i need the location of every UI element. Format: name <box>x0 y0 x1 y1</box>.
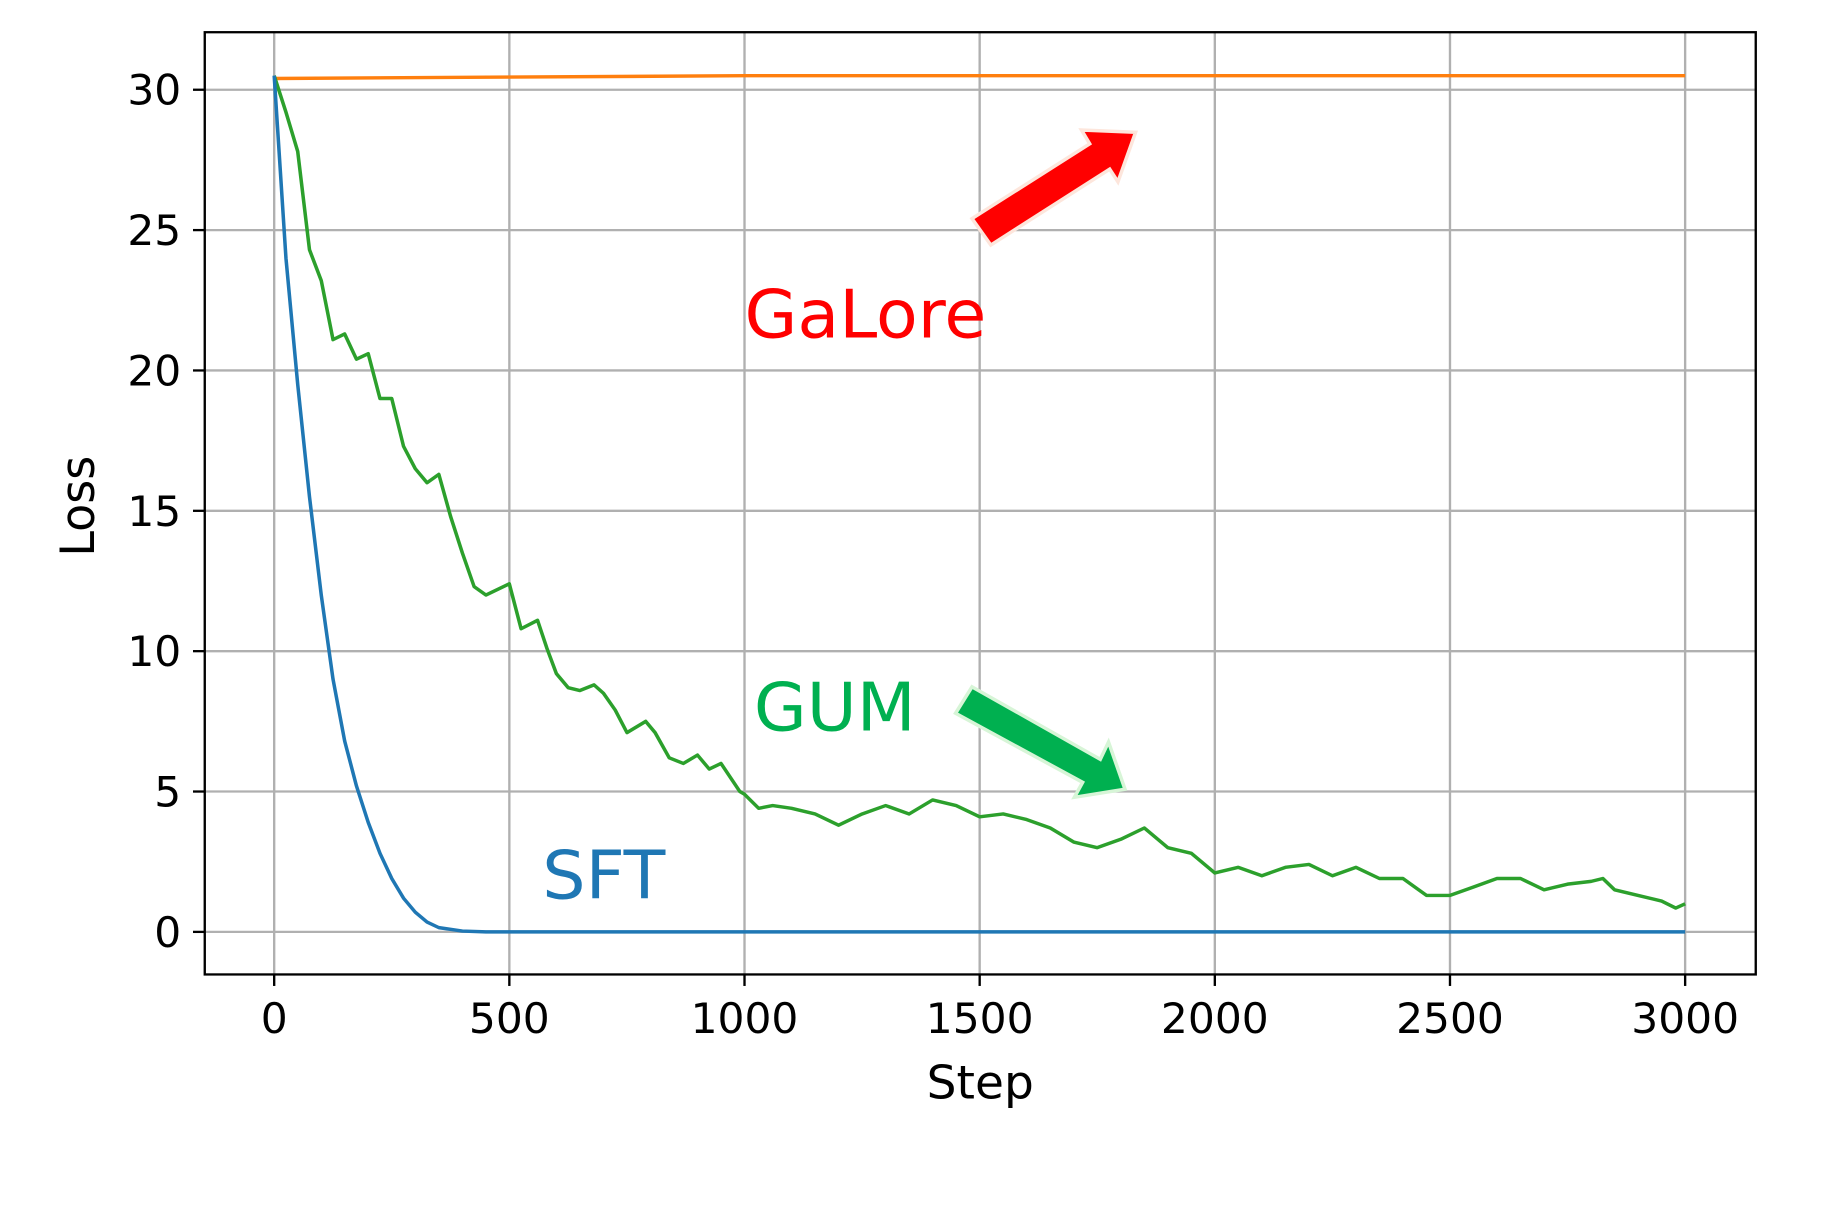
y-tick-label: 20 <box>127 347 181 395</box>
y-tick-label: 30 <box>127 66 181 114</box>
x-tick-label: 2500 <box>1396 995 1504 1043</box>
y-axis-label: Loss <box>51 456 106 557</box>
x-tick-label: 0 <box>261 995 288 1043</box>
annotation-galore: GaLore <box>745 275 987 353</box>
series-lines <box>272 73 1686 934</box>
x-tick-label: 1500 <box>926 995 1034 1043</box>
x-axis-label: Step <box>927 1056 1034 1109</box>
x-tick-label: 1000 <box>691 995 799 1043</box>
x-tick-label: 2000 <box>1161 995 1269 1043</box>
y-tick-label: 15 <box>127 487 181 535</box>
series-line-galore <box>274 73 1686 81</box>
gum-arrow <box>953 684 1128 800</box>
grid <box>204 32 1756 975</box>
y-tick-label: 5 <box>154 768 181 816</box>
series-line-gum <box>272 75 1686 910</box>
y-tick-label: 25 <box>127 206 181 254</box>
y-tick-label: 10 <box>127 628 181 676</box>
x-tick-label: 500 <box>469 995 550 1043</box>
x-tick-label: 3000 <box>1631 995 1739 1043</box>
annotation-gum: GUM <box>754 668 916 746</box>
series-line-sft <box>272 75 1686 934</box>
annotation-sft: SFT <box>542 836 666 914</box>
ticks: 0 500 1000 1500 2000 2500 3000 0 5 10 15 20 25 30 <box>127 66 1739 1043</box>
galore-arrow <box>969 128 1139 248</box>
y-tick-label: 0 <box>154 908 181 956</box>
annotations: GaLore GUM SFT <box>542 275 986 915</box>
